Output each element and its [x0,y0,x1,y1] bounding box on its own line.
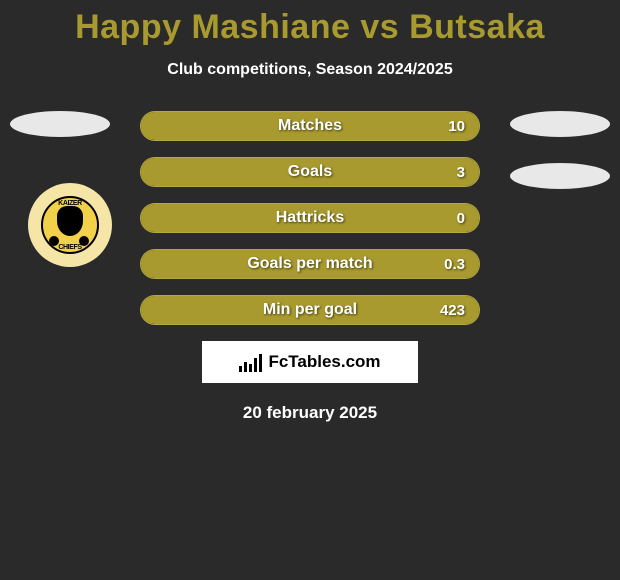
player1-ellipse [10,111,110,137]
club-badge: KAIZER CHIEFS [28,183,112,267]
stat-rows: Matches 10 Goals 3 Hattricks 0 Goals per match… [140,111,480,325]
stat-row: Goals per match 0.3 [140,249,480,279]
player2-ellipse-1 [510,111,610,137]
date-text: 20 february 2025 [0,403,620,423]
brand-box: FcTables.com [202,341,418,383]
stat-label: Goals [288,163,332,181]
stat-value: 3 [457,164,465,181]
stat-value: 0 [457,210,465,227]
stats-container: KAIZER CHIEFS Matches 10 Goals 3 Hattricks 0 G… [0,111,620,325]
player2-ellipse-2 [510,163,610,189]
stat-label: Hattricks [276,209,344,227]
stat-value: 0.3 [444,256,465,273]
badge-bottom-text: CHIEFS [43,244,97,251]
stat-row: Matches 10 [140,111,480,141]
stat-label: Matches [278,117,342,135]
stat-row: Goals 3 [140,157,480,187]
stat-value: 10 [448,118,465,135]
badge-top-text: KAIZER [43,200,97,207]
stat-row: Hattricks 0 [140,203,480,233]
stat-label: Goals per match [247,255,372,273]
subtitle: Club competitions, Season 2024/2025 [0,61,620,79]
club-badge-inner: KAIZER CHIEFS [41,196,99,254]
stat-value: 423 [440,302,465,319]
brand-chart-icon [239,352,262,372]
page-title: Happy Mashiane vs Butsaka [0,0,620,47]
brand-name: FcTables.com [268,352,380,372]
stat-row: Min per goal 423 [140,295,480,325]
stat-label: Min per goal [263,301,357,319]
